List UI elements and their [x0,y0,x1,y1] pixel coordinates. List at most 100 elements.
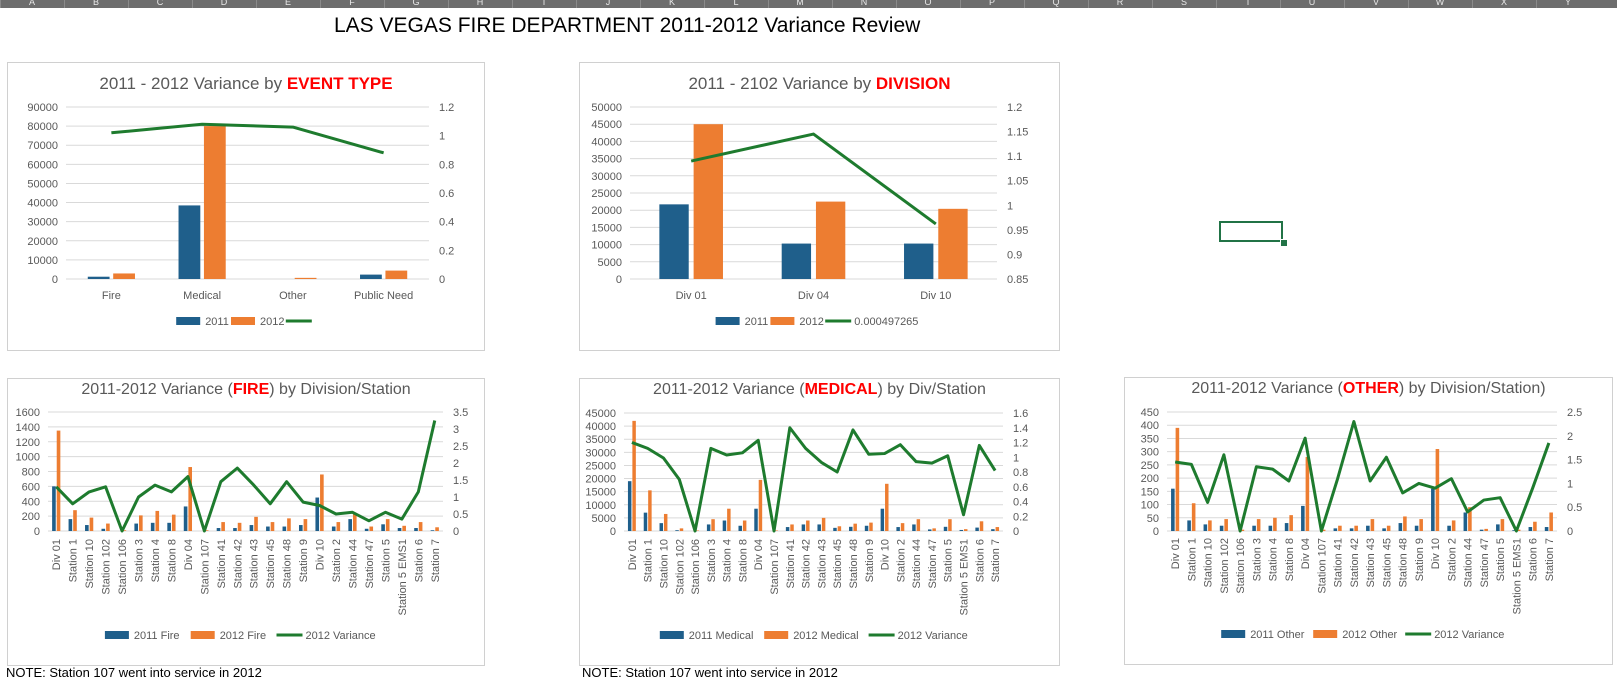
x-tick-label: Station 5 EMS1 [397,539,409,615]
column-header-g[interactable]: G [412,0,420,7]
y2-tick-label: 1.2 [1013,438,1028,450]
chart-fire-by-station[interactable]: 2011-2012 Variance (FIRE) by Division/St… [7,378,485,666]
column-header-d[interactable]: D [220,0,228,7]
legend-label: 2012 Medical [793,630,858,642]
column-header-y[interactable]: Y [1564,0,1571,7]
bar-2011 [430,530,435,531]
y-tick-label: 200 [22,511,40,523]
column-header-s[interactable]: S [1180,0,1187,7]
x-tick-label: Station 106 [117,539,129,595]
bar-2012 [1175,427,1180,531]
x-tick-label: Station 10 [84,539,96,589]
chart-title-suffix: ) by Div/Station [877,381,985,398]
chart-event-type[interactable]: 2011 - 2012 Variance by EVENT TYPE 0 10000… [7,62,485,351]
y-tick-label: 90000 [27,102,58,114]
y-tick-label: 100 [1141,500,1159,512]
column-separator [640,0,641,8]
bar-2011 [1512,530,1516,531]
legend-label: 2011 [205,316,229,328]
bar-2011 [85,525,89,531]
column-separator [960,0,961,8]
y2-tick-label: 3 [453,424,459,436]
x-tick-label: Div 10 [880,539,892,570]
x-tick-label: Station 5 [380,539,392,582]
column-header-w[interactable]: W [1435,0,1445,7]
bar-2012 [1435,449,1440,531]
x-tick-label: Station 7 [1544,538,1556,581]
bar-2012 [815,201,846,279]
x-tick-label: Station 106 [690,539,702,595]
x-tick-label: Station 2 [331,539,343,582]
column-header-x[interactable]: X [1500,0,1507,7]
x-tick-label: Station 1 [1186,538,1198,581]
bar-2012 [336,522,341,531]
column-header-m[interactable]: M [796,0,804,7]
bar-2012 [663,513,668,531]
column-header-c[interactable]: C [156,0,164,7]
column-header-k[interactable]: K [668,0,675,7]
y2-tick-label: 0.5 [1567,502,1582,514]
chart-medical-by-station[interactable]: 2011-2012 Variance (MEDICAL) by Div/Stat… [579,378,1060,666]
bar-2012 [89,517,94,531]
chart-other-by-station[interactable]: 2011-2012 Variance (OTHER) by Division/S… [1124,377,1613,665]
x-tick-label: Station 47 [927,539,939,589]
column-header-o[interactable]: O [924,0,932,7]
column-header-r[interactable]: R [1116,0,1124,7]
y-tick-label: 1200 [16,437,40,449]
column-header-i[interactable]: I [542,0,546,7]
chart-division[interactable]: 2011 - 2102 Variance by DIVISION 0 5000 100… [579,62,1060,351]
column-header-u[interactable]: U [1308,0,1316,7]
bar-2011 [849,526,853,531]
x-tick-label: Station 45 [1381,538,1393,588]
bar-2011 [864,525,869,531]
bar-2012 [56,430,61,531]
y-tick-label: 0 [1153,526,1159,538]
bar-2011 [360,274,382,279]
chart-title: 2011 - 2102 Variance by DIVISION [688,74,950,93]
bar-2012 [122,530,127,531]
chart-title: 2011 - 2012 Variance by EVENT TYPE [99,74,392,93]
bar-2011 [659,204,689,279]
y-tick-label: 350 [1141,433,1159,445]
y-tick-label: 20000 [585,474,616,486]
column-header-p[interactable]: P [988,0,995,7]
legend-bar-swatch [715,317,740,325]
column-header-n[interactable]: N [860,0,868,7]
bar-2011 [315,497,320,531]
chart-title-accent: FIRE [233,381,270,398]
bar-2012 [932,528,936,531]
x-tick-label: Public Need [354,290,413,302]
bar-2011 [101,528,106,531]
fill-handle[interactable] [1280,239,1288,247]
legend-label: 2012 Variance [898,630,968,642]
column-header-v[interactable]: V [1372,0,1379,7]
y2-tick-label: 1.1 [1007,151,1022,163]
x-tick-label: Station 45 [832,539,844,589]
bar-2011 [1171,488,1175,531]
x-tick-label: Station 7 [990,539,1002,582]
y2-tick-label: 1.5 [1567,455,1582,467]
column-header-l[interactable]: L [733,0,739,7]
bar-2012 [1419,519,1423,531]
column-header-b[interactable]: B [92,0,99,7]
bar-2012 [1516,529,1521,531]
y-tick-label: 50000 [27,178,58,190]
y-tick-label: 30000 [591,171,622,183]
bar-2011 [1496,524,1500,531]
bar-2011 [381,524,385,531]
bar-2012 [695,530,700,531]
bar-2011 [1268,525,1273,531]
column-header-t[interactable]: T [1245,0,1251,7]
bar-2011 [817,524,821,531]
chart-title-accent: OTHER [1343,380,1399,397]
column-header-j[interactable]: J [605,0,611,7]
selected-cell[interactable] [1219,221,1283,242]
bar-2012 [402,525,406,531]
column-header-h[interactable]: H [476,0,484,7]
bar-2011 [738,525,742,531]
column-header-a[interactable]: A [28,0,35,7]
column-header-q[interactable]: Q [1052,0,1060,7]
column-header-e[interactable]: E [284,0,291,7]
bar-2011 [1398,523,1403,531]
column-header-f[interactable]: F [349,0,355,7]
